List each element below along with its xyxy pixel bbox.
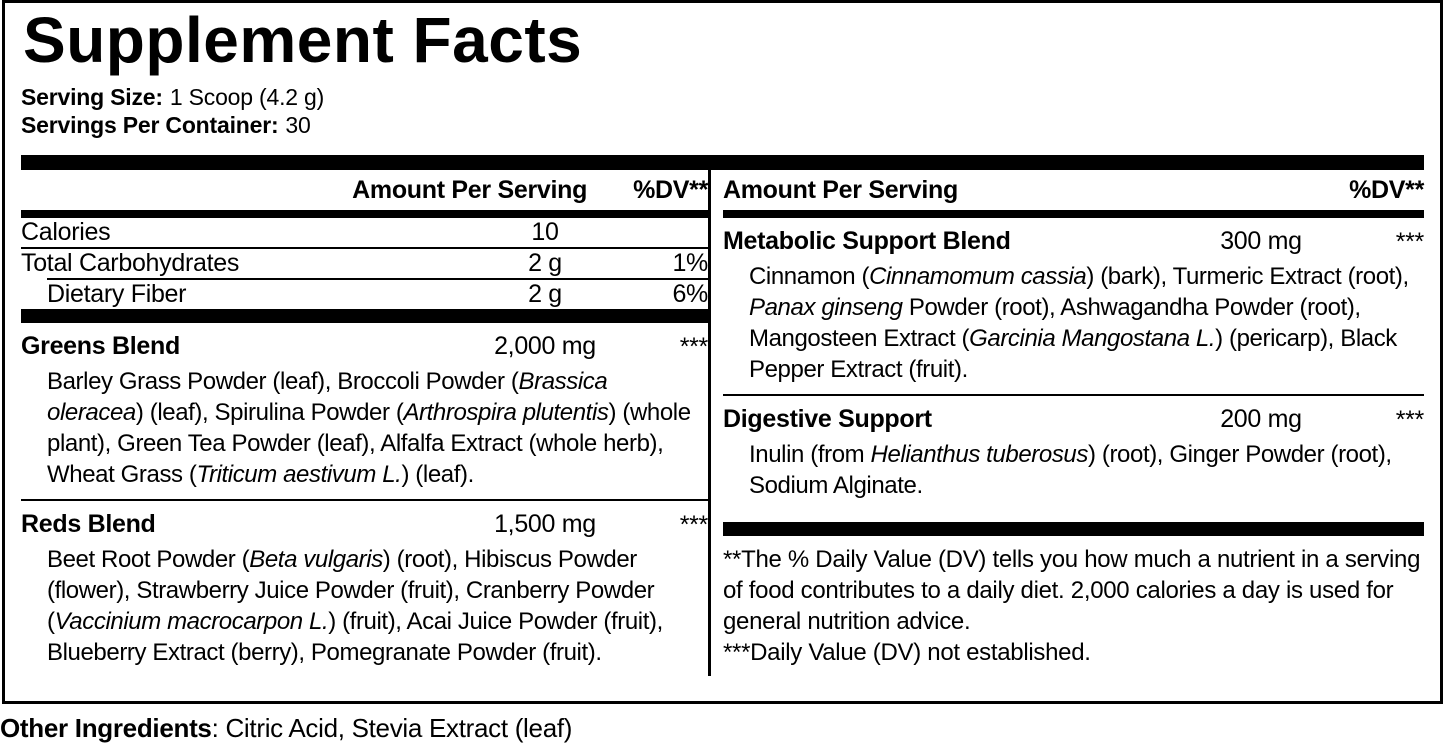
blend-name: Digestive Support [723, 405, 932, 433]
blend-ingredients-metabolic-support: Cinnamon (Cinnamomum cassia) (bark), Tur… [749, 263, 1409, 383]
row-divider [21, 247, 708, 249]
greens-section-bar [21, 309, 708, 323]
footnotes: **The % Daily Value (DV) tells you how m… [723, 536, 1424, 668]
nutrient-amount: 2 g [528, 249, 562, 277]
left-amount-header: Amount Per Serving [352, 175, 588, 204]
serving-info: Serving Size: 1 Scoop (4.2 g) Servings Pe… [21, 83, 1424, 139]
row-divider [21, 499, 708, 501]
blend-row-greens: Greens Blend 2,000 mg *** [21, 323, 708, 364]
blend-amount: 2,000 mg [494, 332, 596, 360]
blend-amount: 200 mg [1220, 405, 1302, 433]
column-divider [708, 170, 711, 676]
row-divider-indented [47, 278, 708, 280]
nutrient-row-dietary-fiber: Dietary Fiber 2 g 6% [21, 280, 708, 309]
serving-size-line: Serving Size: 1 Scoop (4.2 g) [21, 83, 1424, 111]
footnote-dv-not-established: ***Daily Value (DV) not established. [723, 639, 1091, 666]
nutrient-name: Calories [21, 218, 111, 246]
nutrient-name: Total Carbohydrates [21, 249, 240, 277]
nutrient-row-total-carbohydrates: Total Carbohydrates 2 g 1% [21, 249, 708, 278]
blend-row-reds: Reds Blend 1,500 mg *** [21, 501, 708, 542]
nutrient-amount: 10 [531, 218, 559, 246]
left-header-bar [21, 210, 708, 218]
blend-name: Reds Blend [21, 510, 156, 538]
footnote-section-bar [723, 522, 1424, 536]
nutrient-name: Dietary Fiber [47, 280, 187, 308]
blend-amount: 300 mg [1220, 227, 1302, 255]
serving-size-value: 1 Scoop (4.2 g) [169, 84, 325, 110]
right-amount-header: Amount Per Serving [723, 175, 958, 204]
blend-dv: *** [1395, 406, 1425, 434]
right-column: Amount Per Serving %DV** Metabolic Suppo… [711, 170, 1424, 676]
servings-per-container-label: Servings Per Container: [21, 112, 279, 138]
nutrient-dv: 1% [672, 249, 708, 277]
left-dv-header: %DV** [633, 175, 708, 204]
blend-row-digestive-support: Digestive Support 200 mg *** [723, 396, 1424, 437]
nutrient-row-calories: Calories 10 [21, 218, 708, 247]
label-title: Supplement Facts [23, 4, 583, 76]
nutrient-amount: 2 g [528, 280, 562, 308]
right-header-bar [723, 210, 1424, 218]
blend-ingredients-greens: Barley Grass Powder (leaf), Broccoli Pow… [47, 368, 691, 488]
blend-dv: *** [679, 511, 709, 539]
serving-size-label: Serving Size: [21, 84, 163, 110]
footnote-daily-value: **The % Daily Value (DV) tells you how m… [723, 546, 1421, 635]
nutrient-dv: 6% [672, 280, 708, 308]
blend-name: Greens Blend [21, 332, 180, 360]
right-column-header: Amount Per Serving %DV** [723, 170, 1424, 210]
blend-ingredients-reds: Beet Root Powder (Beta vulgaris) (root),… [47, 546, 663, 666]
other-ingredients-value: : Citric Acid, Stevia Extract (leaf) [211, 713, 573, 743]
right-dv-header: %DV** [1349, 175, 1424, 204]
left-column-header: Amount Per Serving %DV** [21, 170, 708, 210]
facts-columns: Amount Per Serving %DV** Calories 10 Tot… [21, 170, 1424, 676]
label-box: Supplement Facts Serving Size: 1 Scoop (4… [2, 0, 1443, 704]
blend-ingredients-digestive-support: Inulin (from Helianthus tuberosus) (root… [749, 441, 1392, 499]
blend-dv: *** [1395, 228, 1425, 256]
left-column: Amount Per Serving %DV** Calories 10 Tot… [21, 170, 708, 676]
other-ingredients-label: Other Ingredients [0, 713, 212, 743]
other-ingredients-line: Other Ingredients: Citric Acid, Stevia E… [0, 713, 572, 744]
row-divider [723, 394, 1424, 396]
servings-per-container-line: Servings Per Container: 30 [21, 111, 1424, 139]
blend-row-metabolic-support: Metabolic Support Blend 300 mg *** [723, 218, 1424, 259]
blend-amount: 1,500 mg [494, 510, 596, 538]
blend-dv: *** [679, 333, 709, 361]
blend-name: Metabolic Support Blend [723, 227, 1011, 255]
top-divider-bar [21, 155, 1424, 170]
servings-per-container-value: 30 [285, 112, 311, 138]
